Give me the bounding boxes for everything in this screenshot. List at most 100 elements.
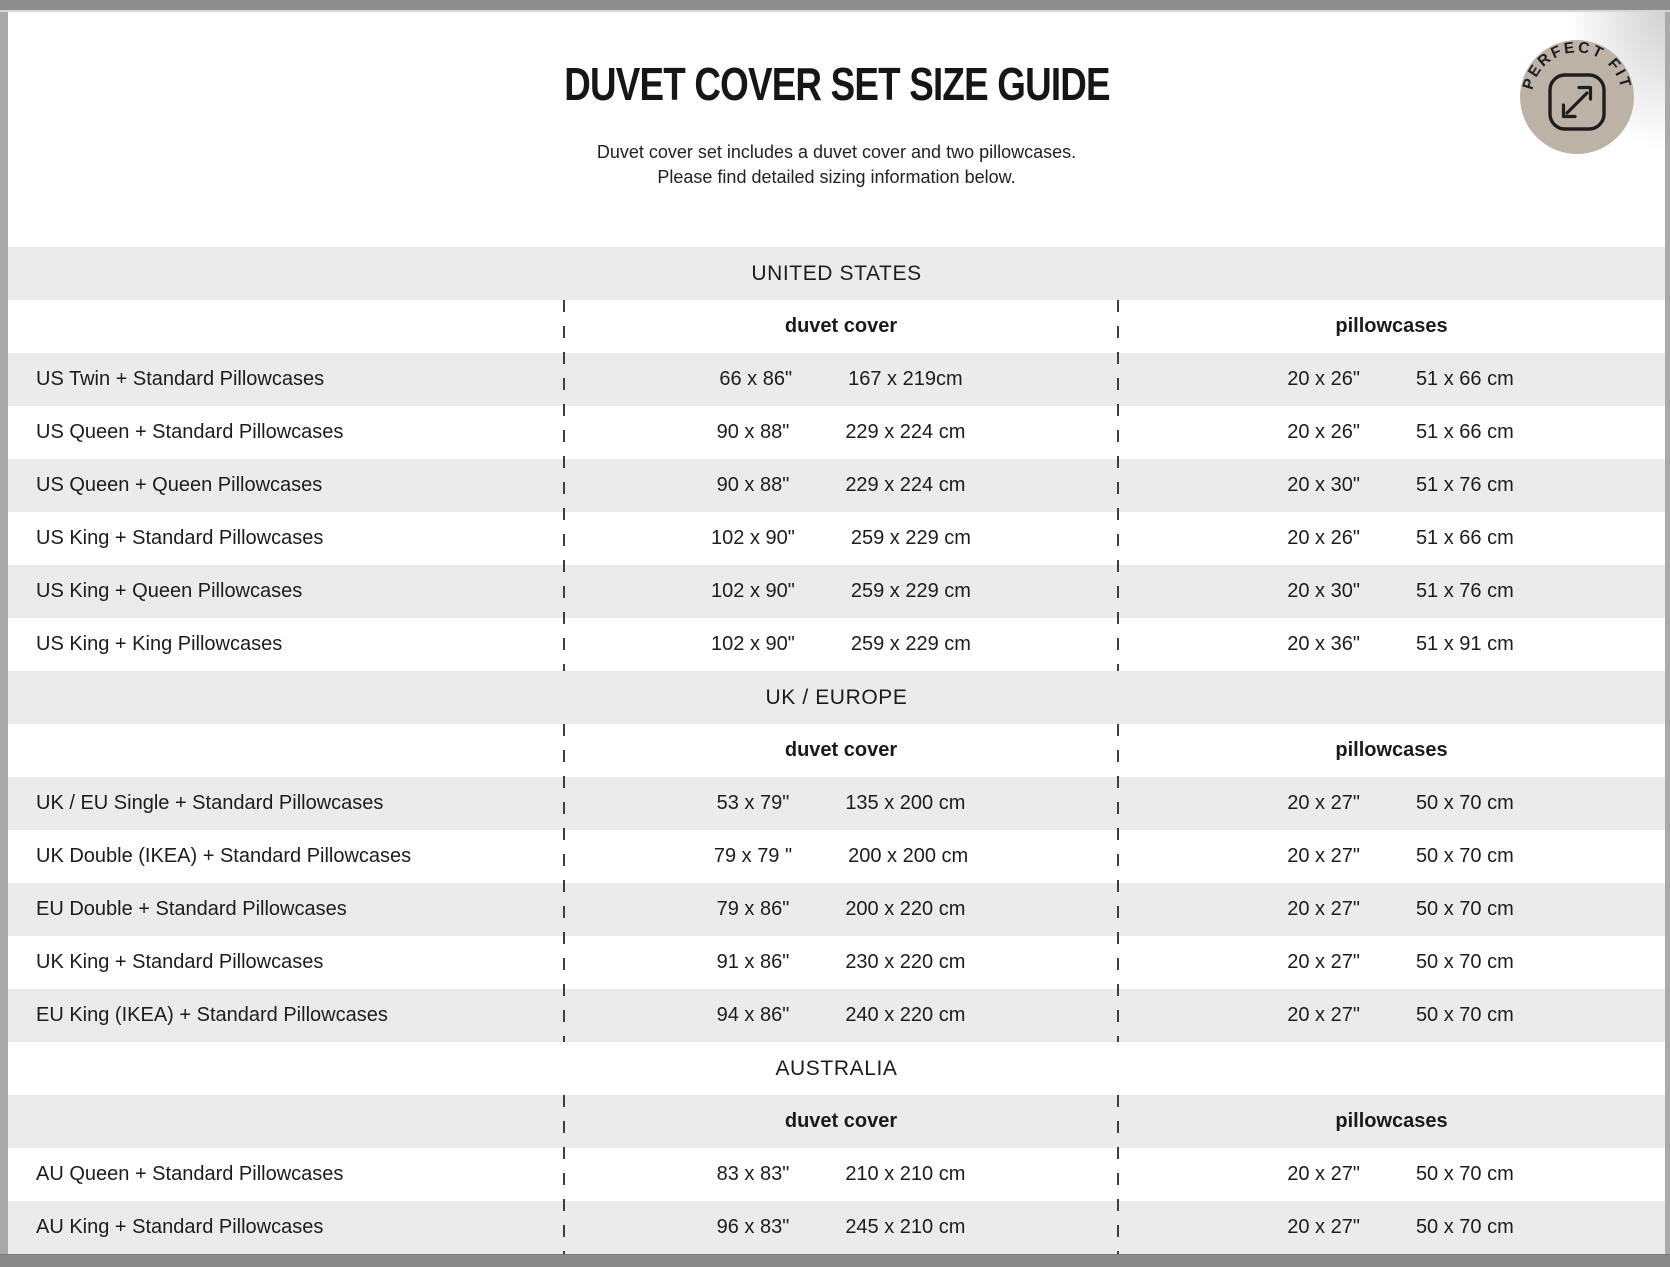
section-banner: UNITED STATES [8, 247, 1665, 300]
duvet-cm-value: 230 x 220 cm [845, 951, 966, 973]
column-header-pillowcases: pillowcases [1335, 1110, 1448, 1132]
duvet-inches-value: 90 x 88" [716, 421, 790, 443]
row-label: US King + King Pillowcases [36, 633, 283, 655]
expand-arrow-icon [1548, 73, 1606, 131]
pillowcase-values: 20 x 27" 50 x 70 cm [1118, 1004, 1665, 1027]
badge-circle [1520, 40, 1634, 154]
pillowcase-values: 20 x 27" 50 x 70 cm [1118, 792, 1665, 815]
duvet-inches-value: 102 x 90" [711, 633, 795, 655]
pillowcase-values: 20 x 27" 50 x 70 cm [1118, 898, 1665, 921]
pillowcase-values: 20 x 26" 51 x 66 cm [1118, 421, 1665, 444]
duvet-cm-value: 210 x 210 cm [845, 1163, 966, 1185]
duvet-cover-values: 90 x 88" 229 x 224 cm [564, 421, 1118, 444]
pillow-inches-value: 20 x 26" [1287, 368, 1360, 390]
pillowcase-values: 20 x 27" 50 x 70 cm [1118, 951, 1665, 974]
duvet-cm-value: 229 x 224 cm [845, 421, 966, 443]
page-title: DUVET COVER SET SIZE GUIDE [8, 58, 1665, 110]
duvet-cm-value: 135 x 200 cm [845, 792, 966, 814]
row-label: US King + Queen Pillowcases [36, 580, 303, 602]
duvet-cm-value: 245 x 210 cm [845, 1216, 966, 1238]
pillow-cm-value: 51 x 76 cm [1415, 580, 1514, 602]
table-row: US Twin + Standard Pillowcases 66 x 86" 16… [8, 353, 1665, 406]
duvet-inches-value: 91 x 86" [716, 951, 790, 973]
duvet-cover-values: 53 x 79" 135 x 200 cm [564, 792, 1118, 815]
size-guide-page: DUVET COVER SET SIZE GUIDE Duvet cover s… [8, 12, 1665, 1254]
duvet-cover-values: 102 x 90" 259 x 229 cm [564, 633, 1118, 656]
duvet-inches-value: 94 x 86" [716, 1004, 790, 1026]
duvet-cm-value: 259 x 229 cm [850, 527, 971, 549]
table-row: US King + King Pillowcases 102 x 90" 259 x… [8, 618, 1665, 671]
dashed-column-divider [563, 1095, 565, 1254]
row-label: UK Double (IKEA) + Standard Pillowcases [36, 845, 412, 867]
duvet-cover-values: 90 x 88" 229 x 224 cm [564, 474, 1118, 497]
dashed-column-divider [563, 724, 565, 1042]
row-label: US Queen + Standard Pillowcases [36, 421, 344, 443]
duvet-cm-value: 259 x 229 cm [850, 633, 971, 655]
dashed-column-divider [563, 300, 565, 671]
column-header-duvet-cover: duvet cover [784, 739, 898, 761]
section-banner: AUSTRALIA [8, 1042, 1665, 1095]
section-banner: UK / EUROPE [8, 671, 1665, 724]
column-header-duvet-cover: duvet cover [784, 315, 898, 337]
table-row: US King + Standard Pillowcases 102 x 90" 2… [8, 512, 1665, 565]
duvet-inches-value: 66 x 86" [719, 368, 793, 390]
pillow-cm-value: 51 x 76 cm [1415, 474, 1514, 496]
duvet-cover-values: 94 x 86" 240 x 220 cm [564, 1004, 1118, 1027]
pillowcase-values: 20 x 27" 50 x 70 cm [1118, 1163, 1665, 1186]
column-header-duvet-cover: duvet cover [784, 1110, 898, 1132]
perfect-fit-badge: PERFECT FIT [1520, 40, 1634, 154]
pillow-cm-value: 50 x 70 cm [1415, 845, 1514, 867]
column-header-row: duvet cover pillowcases [8, 1095, 1665, 1148]
page-title-text: DUVET COVER SET SIZE GUIDE [563, 58, 1110, 110]
duvet-inches-value: 96 x 83" [716, 1216, 790, 1238]
size-table: UNITED STATES duvet cover pillowcases US Tw… [8, 247, 1665, 1254]
pillowcase-values: 20 x 27" 50 x 70 cm [1118, 845, 1665, 868]
pillowcase-values: 20 x 36" 51 x 91 cm [1118, 633, 1665, 656]
row-label: AU Queen + Standard Pillowcases [36, 1163, 344, 1185]
duvet-cover-values: 91 x 86" 230 x 220 cm [564, 951, 1118, 974]
dashed-column-divider [1117, 724, 1119, 1042]
table-row: AU Queen + Standard Pillowcases 83 x 83" 2… [8, 1148, 1665, 1201]
table-row: UK King + Standard Pillowcases 91 x 86" 23… [8, 936, 1665, 989]
table-row: EU King (IKEA) + Standard Pillowcases 94 … [8, 989, 1665, 1042]
pillowcase-values: 20 x 27" 50 x 70 cm [1118, 1216, 1665, 1239]
pillowcase-values: 20 x 26" 51 x 66 cm [1118, 527, 1665, 550]
row-label: EU Double + Standard Pillowcases [36, 898, 347, 920]
table-row: UK Double (IKEA) + Standard Pillowcases 7… [8, 830, 1665, 883]
row-label: US King + Standard Pillowcases [36, 527, 324, 549]
duvet-cm-value: 240 x 220 cm [845, 1004, 966, 1026]
pillow-cm-value: 50 x 70 cm [1415, 1216, 1514, 1238]
duvet-inches-value: 79 x 79 " [713, 845, 793, 867]
pillow-cm-value: 51 x 66 cm [1415, 368, 1514, 390]
dashed-column-divider [1117, 1095, 1119, 1254]
pillow-cm-value: 50 x 70 cm [1415, 1004, 1514, 1026]
pillow-inches-value: 20 x 27" [1287, 1216, 1360, 1238]
pillow-inches-value: 20 x 26" [1287, 527, 1360, 549]
row-label: EU King (IKEA) + Standard Pillowcases [36, 1004, 388, 1026]
duvet-cover-values: 96 x 83" 245 x 210 cm [564, 1216, 1118, 1239]
duvet-cover-values: 79 x 86" 200 x 220 cm [564, 898, 1118, 921]
duvet-cover-values: 66 x 86" 167 x 219cm [564, 368, 1118, 391]
pillow-inches-value: 20 x 27" [1287, 792, 1360, 814]
duvet-cm-value: 200 x 200 cm [848, 845, 969, 867]
table-row: US Queen + Queen Pillowcases 90 x 88" 229 … [8, 459, 1665, 512]
subtitle-line-1: Duvet cover set includes a duvet cover a… [596, 142, 1077, 162]
duvet-inches-value: 83 x 83" [716, 1163, 790, 1185]
duvet-inches-value: 79 x 86" [716, 898, 790, 920]
duvet-inches-value: 53 x 79" [716, 792, 790, 814]
pillow-inches-value: 20 x 30" [1287, 580, 1360, 602]
column-header-row: duvet cover pillowcases [8, 300, 1665, 353]
table-row: AU King + Standard Pillowcases 96 x 83" 24… [8, 1201, 1665, 1254]
duvet-cover-values: 83 x 83" 210 x 210 cm [564, 1163, 1118, 1186]
page-subtitle: Duvet cover set includes a duvet cover a… [8, 140, 1665, 190]
pillow-cm-value: 51 x 66 cm [1415, 421, 1514, 443]
pillow-inches-value: 20 x 30" [1287, 474, 1360, 496]
pillow-cm-value: 51 x 91 cm [1415, 633, 1514, 655]
column-header-row: duvet cover pillowcases [8, 724, 1665, 777]
pillow-inches-value: 20 x 27" [1287, 1163, 1360, 1185]
table-row: US Queen + Standard Pillowcases 90 x 88" 2… [8, 406, 1665, 459]
duvet-inches-value: 102 x 90" [711, 527, 795, 549]
frame-top-bar [0, 0, 1670, 12]
column-header-pillowcases: pillowcases [1335, 739, 1448, 761]
pillow-inches-value: 20 x 26" [1287, 421, 1360, 443]
